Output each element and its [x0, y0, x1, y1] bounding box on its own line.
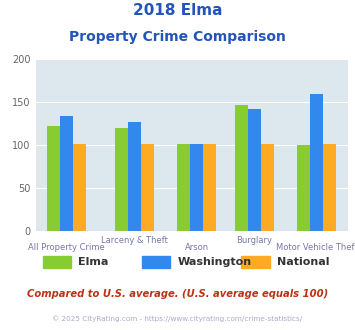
Text: Washington: Washington	[178, 257, 252, 267]
Bar	[47, 126, 60, 231]
Bar	[323, 144, 336, 231]
Text: National: National	[277, 257, 329, 267]
Bar	[128, 122, 141, 231]
Text: Property Crime Comparison: Property Crime Comparison	[69, 30, 286, 44]
Bar	[178, 144, 190, 231]
Text: Compared to U.S. average. (U.S. average equals 100): Compared to U.S. average. (U.S. average …	[27, 289, 328, 299]
Bar	[73, 144, 86, 231]
Bar	[203, 144, 217, 231]
Text: All Property Crime: All Property Crime	[28, 243, 105, 251]
Bar	[261, 144, 274, 231]
Text: 2018 Elma: 2018 Elma	[133, 3, 222, 18]
Bar	[248, 109, 261, 231]
Bar	[190, 144, 203, 231]
Text: Elma: Elma	[78, 257, 109, 267]
Bar	[297, 145, 310, 231]
Text: Larceny & Theft: Larceny & Theft	[101, 236, 168, 245]
Text: Motor Vehicle Theft: Motor Vehicle Theft	[276, 243, 355, 251]
Bar	[60, 116, 73, 231]
Bar	[310, 94, 323, 231]
Bar	[141, 144, 154, 231]
Text: Arson: Arson	[185, 243, 209, 251]
Text: Burglary: Burglary	[236, 236, 272, 245]
Bar	[235, 105, 248, 231]
Bar	[115, 128, 128, 231]
Text: © 2025 CityRating.com - https://www.cityrating.com/crime-statistics/: © 2025 CityRating.com - https://www.city…	[53, 315, 302, 322]
